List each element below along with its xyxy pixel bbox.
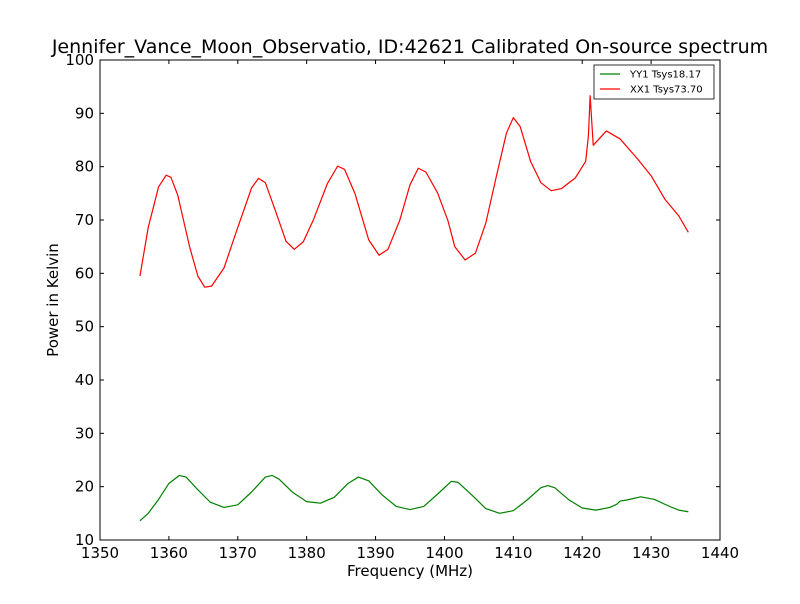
y-tick-label: 30 — [75, 424, 94, 442]
x-tick-label: 1440 — [701, 544, 739, 562]
x-axis-label: Frequency (MHz) — [347, 562, 473, 580]
x-tick-label: 1410 — [494, 544, 532, 562]
x-tick-label: 1420 — [563, 544, 601, 562]
plot-frame — [99, 59, 721, 541]
x-tick-label: 1430 — [632, 544, 670, 562]
y-tick-label: 10 — [75, 531, 94, 549]
series-line-xx1 — [139, 95, 689, 288]
x-tick-label: 1370 — [219, 544, 257, 562]
x-ticks: 1350 1360 1370 1380 1390 1400 1410 1420 1430 1440 — [81, 60, 739, 562]
y-axis-label: Power in Kelvin — [44, 243, 62, 357]
x-tick-label: 1360 — [150, 544, 188, 562]
y-tick-label: 20 — [75, 478, 94, 496]
series-line-yy1 — [139, 474, 689, 522]
y-tick-label: 40 — [75, 371, 94, 389]
x-tick-label: 1380 — [288, 544, 326, 562]
y-tick-label: 80 — [75, 158, 94, 176]
y-ticks: 10 20 30 40 50 60 70 80 90 100 — [65, 51, 720, 549]
y-tick-label: 90 — [75, 104, 94, 122]
x-tick-label: 1400 — [425, 544, 463, 562]
legend-box — [593, 64, 715, 100]
y-tick-label: 100 — [65, 51, 94, 69]
chart-title: Jennifer_Vance_Moon_Observatio, ID:42621… — [51, 36, 768, 58]
legend-label-yy1: YY1 Tsys18.17 — [629, 70, 701, 81]
legend-label-xx1: XX1 Tsys73.70 — [630, 85, 703, 96]
x-tick-label: 1350 — [81, 544, 119, 562]
plot-area — [100, 60, 720, 540]
y-tick-label: 50 — [75, 318, 94, 336]
legend: YY1 Tsys18.17 XX1 Tsys73.70 — [593, 64, 715, 100]
series-layer — [139, 95, 689, 522]
x-tick-label: 1390 — [356, 544, 394, 562]
y-tick-label: 60 — [75, 264, 94, 282]
y-tick-label: 70 — [75, 211, 94, 229]
